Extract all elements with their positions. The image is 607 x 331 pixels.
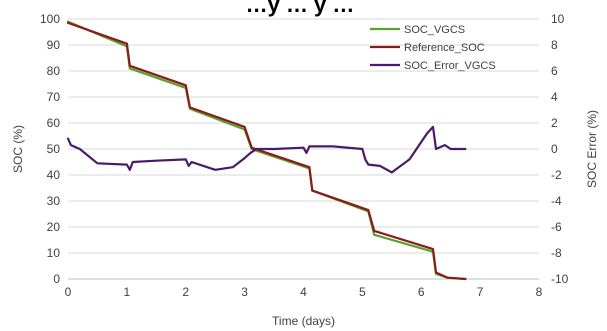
y-axis-title: SOC (%) (11, 125, 25, 173)
chart-title: …y … y … (246, 0, 355, 17)
x-tick-label: 3 (241, 285, 248, 299)
series-line-reference-soc (66, 21, 467, 281)
x-tick-label: 8 (536, 285, 543, 299)
y2-axis-title: SOC Error (%) (585, 110, 599, 188)
y-tick-label: 60 (47, 116, 61, 130)
y-tick-label: 100 (40, 12, 60, 26)
legend: SOC_VGCS Reference_SOC SOC_Error_VGCS (370, 24, 496, 72)
series-line-soc-error-vgcs (66, 125, 467, 174)
y-tick-label: 70 (47, 90, 61, 104)
y2-tick-label: 6 (551, 64, 558, 78)
axes: 0102030405060708090100-10-8-6-4-20246810… (40, 12, 569, 299)
y2-tick-label: -10 (551, 272, 569, 286)
x-tick-label: 0 (65, 285, 72, 299)
x-tick-label: 7 (477, 285, 484, 299)
y-tick-label: 80 (47, 64, 61, 78)
y-tick-label: 30 (47, 194, 61, 208)
y-tick-label: 40 (47, 168, 61, 182)
y2-tick-label: -8 (551, 246, 562, 260)
y-tick-label: 20 (47, 220, 61, 234)
x-tick-label: 4 (300, 285, 307, 299)
x-tick-label: 6 (418, 285, 425, 299)
y2-tick-label: 10 (551, 12, 565, 26)
y2-tick-label: 4 (551, 90, 558, 104)
y2-tick-label: 0 (551, 142, 558, 156)
x-tick-label: 5 (359, 285, 366, 299)
y2-tick-label: 8 (551, 38, 558, 52)
x-axis-title: Time (days) (272, 314, 335, 328)
legend-label: SOC_VGCS (404, 24, 465, 36)
y-tick-label: 0 (53, 272, 60, 286)
y2-tick-label: -6 (551, 220, 562, 234)
legend-label: SOC_Error_VGCS (404, 60, 496, 72)
y-tick-label: 50 (47, 142, 61, 156)
y-tick-label: 10 (47, 246, 61, 260)
y2-tick-label: -4 (551, 194, 562, 208)
x-tick-label: 1 (124, 285, 131, 299)
y2-tick-label: 2 (551, 116, 558, 130)
legend-label: Reference_SOC (404, 42, 485, 54)
x-tick-label: 2 (182, 285, 189, 299)
series-lines (66, 20, 467, 281)
y2-tick-label: -2 (551, 168, 562, 182)
y-tick-label: 90 (47, 38, 61, 52)
